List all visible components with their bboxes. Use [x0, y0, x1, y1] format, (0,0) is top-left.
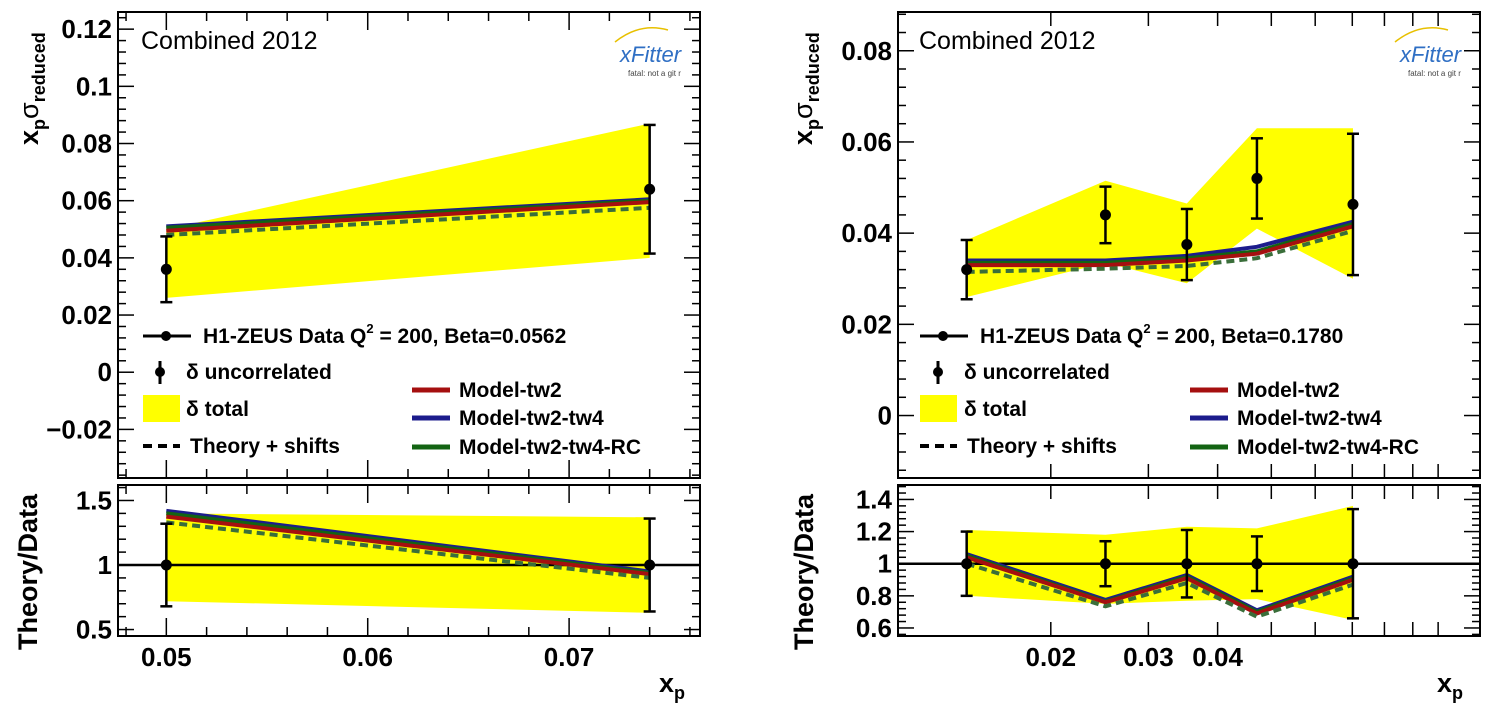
logo-swoosh [1394, 27, 1449, 43]
data-point [1099, 558, 1111, 570]
data-point [1347, 198, 1359, 210]
data-point [1251, 172, 1263, 184]
y-tick-label: 0.1 [76, 71, 112, 101]
data-point [160, 559, 172, 571]
left-panel: xpσreduced Theory/Data xp Combined 2012 … [13, 27, 685, 703]
y-tick-label: 0.08 [841, 36, 892, 66]
left-top-plot: −0.02 0 0.02 0.04 0.06 0.08 0.1 0.12 [46, 11, 701, 479]
total-uncertainty-band [166, 123, 650, 298]
plot-frame [117, 484, 701, 637]
y-tick-label: 0.5 [76, 615, 112, 645]
y-tick-label: 0.02 [61, 300, 112, 330]
y-tick-label: 0.02 [841, 309, 892, 339]
y-tick-label: 1 [878, 549, 892, 579]
right-top-plot: 0 0.02 0.04 0.06 0.08 [841, 11, 1481, 479]
data-point [961, 558, 973, 570]
y-tick-label: 0.06 [61, 186, 112, 216]
plot-area: −0.02 0 0.02 0.04 0.06 0.08 0.1 0.12 0.5 1 1.5 0.05… [46, 11, 1481, 672]
data-point [1251, 558, 1263, 570]
right-top-ylabel: xpσreduced [788, 32, 823, 145]
right-logo: xFitter fatal: not a git r [1394, 27, 1463, 78]
y-tick-label: 0.6 [856, 613, 892, 643]
right-logo-sub: fatal: not a git r [1408, 69, 1461, 78]
theory-shifts-curve [966, 228, 1354, 274]
left-header: Combined 2012 [141, 27, 318, 55]
right-panel: xpσreduced Theory/Data xp Combined 2012 … [788, 27, 1463, 703]
left-ratio-ylabel: Theory/Data [13, 493, 43, 650]
right-header: Combined 2012 [919, 27, 1096, 55]
legend-total-swatch [920, 395, 957, 422]
left-logo-text: xFitter [619, 42, 683, 67]
y-tick-label: −0.02 [46, 414, 112, 444]
right-legend-tw2: Model-tw2 [1237, 379, 1340, 402]
data-point [1347, 558, 1359, 570]
y-tick-label: 0.12 [61, 14, 112, 44]
legend-uncorr-marker [933, 367, 943, 377]
right-xlabel: xp [1437, 668, 1463, 703]
legend-uncorr-marker [155, 367, 165, 377]
left-legend-shifts: Theory + shifts [190, 435, 340, 458]
y-tick-label: 0 [878, 401, 892, 431]
x-tick-label: 0.07 [544, 642, 595, 672]
left-legend-rc: Model-tw2-tw4-RC [459, 436, 641, 459]
x-tick-label: 0.02 [1025, 642, 1076, 672]
theory-shifts-curve [166, 520, 650, 580]
left-legend-total: δ total [186, 398, 249, 421]
left-legend-tw4: Model-tw2-tw4 [459, 407, 604, 430]
model-tw2-curve [166, 514, 650, 577]
left-xlabel: xp [659, 668, 685, 703]
logo-swoosh [614, 27, 669, 43]
left-logo: xFitter fatal: not a git r [614, 27, 683, 78]
left-legend-uncorrelated: δ uncorrelated [186, 361, 332, 384]
y-tick-label: 0.8 [856, 581, 892, 611]
right-legend-shifts: Theory + shifts [967, 435, 1117, 458]
y-tick-label: 0.04 [841, 218, 892, 248]
data-point [644, 183, 656, 195]
data-point [1181, 558, 1193, 570]
right-legend-uncorrelated: δ uncorrelated [964, 361, 1110, 384]
x-tick-label: 0.05 [141, 642, 192, 672]
data-point [961, 264, 973, 276]
plot-frame [897, 11, 1481, 479]
model-tw2-curve [166, 200, 650, 233]
legend-total-swatch [143, 395, 180, 422]
y-tick-label: 0.08 [61, 129, 112, 159]
right-legend: H1-ZEUS Data Q2 = 200, Beta=0.1780 δ unc… [920, 321, 1419, 459]
y-tick-label: 1.2 [856, 517, 892, 547]
plot-frame [117, 11, 701, 479]
y-tick-label: 1.4 [856, 484, 893, 514]
right-legend-total: δ total [964, 398, 1027, 421]
legend-data-marker [938, 331, 948, 341]
right-ratio-ylabel: Theory/Data [789, 493, 819, 650]
y-tick-label: 0.04 [61, 243, 112, 273]
x-tick-label: 0.04 [1192, 642, 1243, 672]
left-ratio-plot: 0.5 1 1.5 0.05 0.06 0.07 [76, 484, 701, 672]
right-logo-text: xFitter [1399, 42, 1463, 67]
y-tick-label: 0 [98, 357, 112, 387]
data-point [1181, 239, 1193, 251]
plot-frame [897, 484, 1481, 637]
left-legend-tw2: Model-tw2 [459, 379, 562, 402]
data-point [1099, 209, 1111, 221]
left-legend: H1-ZEUS Data Q2 = 200, Beta=0.0562 δ unc… [143, 321, 641, 459]
right-ratio-plot: 0.60.811.21.4 0.02 0.03 0.04 [856, 484, 1481, 672]
x-tick-label: 0.06 [342, 642, 393, 672]
left-legend-data: H1-ZEUS Data Q2 = 200, Beta=0.0562 [203, 321, 566, 348]
data-point [644, 559, 656, 571]
right-legend-rc: Model-tw2-tw4-RC [1237, 436, 1419, 459]
left-logo-sub: fatal: not a git r [628, 69, 681, 78]
theory-shifts-curve [166, 205, 650, 237]
right-legend-tw4: Model-tw2-tw4 [1237, 407, 1382, 430]
legend-data-marker [161, 331, 171, 341]
theory-shifts-curve [966, 561, 1354, 619]
y-tick-label: 1.5 [76, 485, 112, 515]
x-tick-label: 0.03 [1123, 642, 1174, 672]
right-legend-data: H1-ZEUS Data Q2 = 200, Beta=0.1780 [980, 321, 1343, 348]
data-point [160, 263, 172, 275]
y-tick-label: 0.06 [841, 127, 892, 157]
y-tick-label: 1 [98, 550, 112, 580]
left-top-ylabel: xpσreduced [14, 32, 49, 145]
